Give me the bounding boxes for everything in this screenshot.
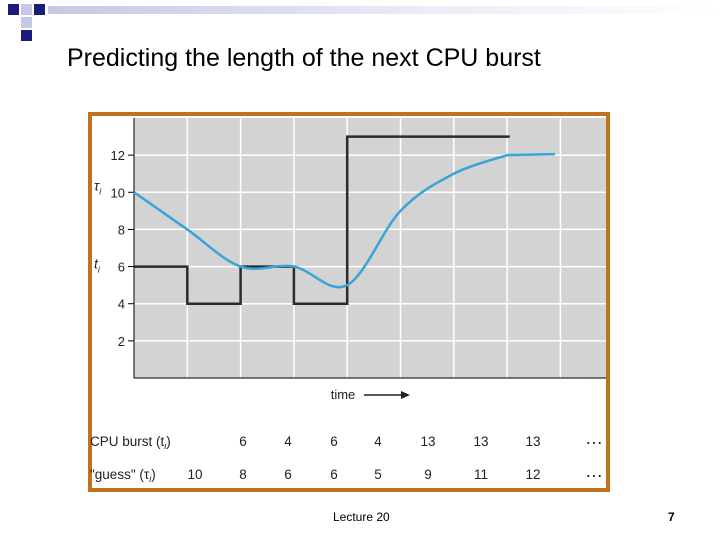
y-tick-label: 2 (118, 334, 125, 349)
table-cell: 8 (239, 467, 247, 482)
table-more-ellipsis: … (585, 461, 603, 481)
deco-square-dark-1 (8, 4, 19, 15)
table-cell: 10 (187, 467, 202, 482)
table-cell: 12 (525, 467, 540, 482)
table-cell: 13 (473, 434, 488, 449)
table-cell: 6 (330, 434, 338, 449)
burst-step-line (134, 135, 510, 305)
table-cell: 6 (239, 434, 247, 449)
guess-curve (133, 152, 556, 289)
y-tick-label: 12 (111, 148, 125, 163)
y-tick-label: 6 (118, 260, 125, 275)
time-arrow-head (401, 391, 410, 399)
deco-square-dark-3 (21, 30, 32, 41)
y-tick-label: 8 (118, 222, 125, 237)
deco-square-dark-2 (34, 4, 45, 15)
chart-figure: 2 4 6 8 10 12 τi ti time CPU burst (ti) 6 4 6 4 13 13 13… (88, 112, 610, 492)
plot-area (134, 118, 606, 378)
table-row-label-guess: "guess" (τi) (90, 467, 156, 484)
page-number: 7 (668, 510, 675, 524)
footer-lecture-label: Lecture 20 (333, 510, 390, 524)
slide-title: Predicting the length of the next CPU bu… (67, 44, 541, 72)
table-more-ellipsis: … (585, 428, 603, 448)
table-cell: 4 (284, 434, 292, 449)
burst-prediction-chart: 2 4 6 8 10 12 τi ti time CPU burst (ti) 6 4 6 4 13 13 13… (88, 112, 610, 492)
series-label-tau: τi (94, 177, 102, 196)
y-tick-label: 10 (111, 185, 125, 200)
table-cell: 4 (374, 434, 382, 449)
table-cell: 9 (424, 467, 432, 482)
table-cell: 6 (330, 467, 338, 482)
deco-square-light-1 (21, 4, 32, 15)
table-cell: 13 (420, 434, 435, 449)
table-cell: 11 (474, 467, 488, 482)
y-tick-label: 4 (118, 297, 125, 312)
deco-square-light-2 (21, 17, 32, 28)
deco-gradient-bar (48, 6, 720, 14)
table-row-label-burst: CPU burst (ti) (90, 434, 171, 451)
table-cell: 13 (525, 434, 540, 449)
x-axis-label: time (331, 387, 356, 402)
series-label-t: ti (94, 256, 101, 275)
table-cell: 5 (374, 467, 382, 482)
table-cell: 6 (284, 467, 292, 482)
